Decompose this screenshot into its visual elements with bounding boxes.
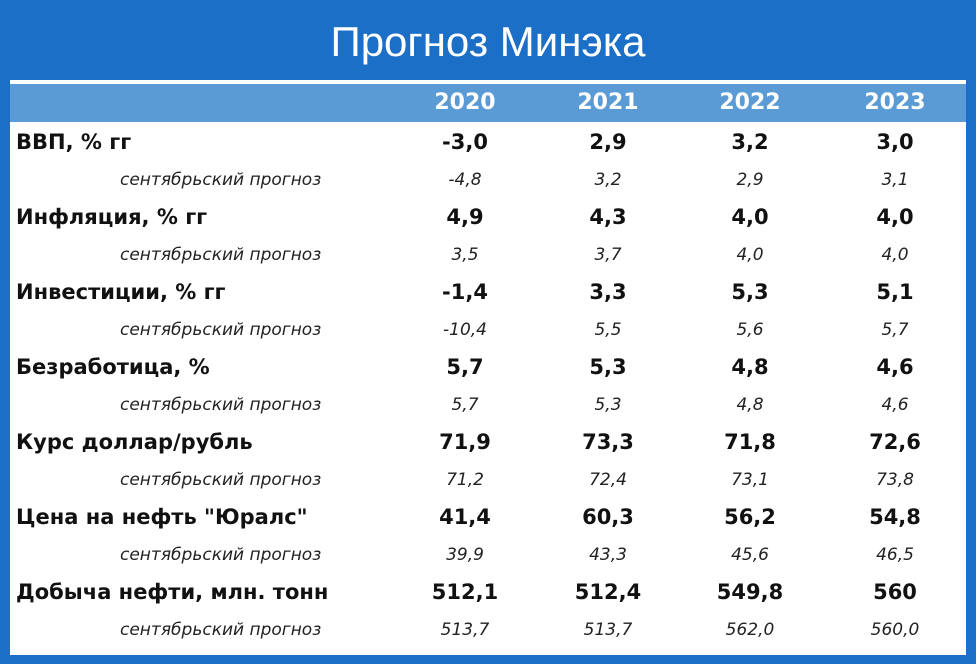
cell-value: 72,6 [869, 430, 921, 454]
sub-row-label: сентябрьский прогноз [120, 469, 322, 490]
cell-value: 5,7 [446, 355, 484, 379]
cell-value: -10,4 [443, 319, 487, 340]
cell-value: 560 [873, 580, 917, 604]
cell-value: 73,1 [731, 469, 769, 490]
cell-value: 4,6 [881, 394, 909, 415]
sub-row-label: сентябрьский прогноз [120, 394, 322, 415]
sub-row-label: сентябрьский прогноз [120, 544, 322, 565]
cell-value: 3,0 [876, 130, 914, 154]
cell-value: 60,3 [582, 505, 634, 529]
cell-value: 549,8 [716, 580, 784, 604]
sub-row-label: сентябрьский прогноз [120, 319, 322, 340]
cell-value: 54,8 [869, 505, 921, 529]
cell-value: 43,3 [589, 544, 627, 565]
column-header: 2023 [864, 90, 926, 115]
cell-value: 3,1 [881, 169, 909, 190]
cell-value: 512,1 [431, 580, 499, 604]
cell-value: 5,5 [594, 319, 622, 340]
cell-value: 5,3 [589, 355, 627, 379]
cell-value: 71,2 [446, 469, 484, 490]
cell-value: 73,3 [582, 430, 634, 454]
column-header: 2020 [434, 90, 496, 115]
cell-value: 5,7 [451, 394, 479, 415]
cell-value: 41,4 [439, 505, 491, 529]
cell-value: 4,0 [881, 244, 909, 265]
column-header: 2021 [577, 90, 639, 115]
cell-value: 513,7 [440, 619, 490, 640]
cell-value: 5,3 [731, 280, 769, 304]
cell-value: 4,3 [589, 205, 627, 229]
cell-value: 3,2 [594, 169, 622, 190]
cell-value: 4,8 [736, 394, 764, 415]
cell-value: 72,4 [589, 469, 627, 490]
cell-value: 5,7 [881, 319, 909, 340]
cell-value: 71,8 [724, 430, 776, 454]
cell-value: -4,8 [448, 169, 482, 190]
cell-value: 5,1 [876, 280, 914, 304]
cell-value: 4,0 [736, 244, 764, 265]
cell-value: 2,9 [736, 169, 764, 190]
sub-row-label: сентябрьский прогноз [120, 619, 322, 640]
sub-row-label: сентябрьский прогноз [120, 244, 322, 265]
cell-value: 4,0 [876, 205, 914, 229]
row-label: Курс доллар/рубль [16, 430, 253, 454]
cell-value: -3,0 [442, 130, 488, 154]
cell-value: 5,6 [736, 319, 764, 340]
cell-value: 3,5 [451, 244, 479, 265]
cell-value: 71,9 [439, 430, 491, 454]
cell-value: 3,7 [594, 244, 622, 265]
cell-value: 2,9 [589, 130, 627, 154]
cell-value: 3,2 [731, 130, 769, 154]
cell-value: 5,3 [594, 394, 622, 415]
cell-value: 45,6 [731, 544, 769, 565]
cell-value: 46,5 [876, 544, 914, 565]
row-label: Инвестиции, % гг [16, 280, 226, 304]
cell-value: 4,0 [731, 205, 769, 229]
cell-value: 513,7 [583, 619, 633, 640]
cell-value: 56,2 [724, 505, 776, 529]
cell-value: 39,9 [446, 544, 484, 565]
cell-value: -1,4 [442, 280, 488, 304]
cell-value: 4,9 [446, 205, 484, 229]
cell-value: 3,3 [589, 280, 627, 304]
row-label: Инфляция, % гг [16, 205, 208, 229]
cell-value: 562,0 [725, 619, 775, 640]
row-label: ВВП, % гг [16, 130, 132, 154]
row-label: Цена на нефть "Юралс" [16, 505, 308, 529]
title: Прогноз Минэка [330, 18, 646, 65]
cell-value: 4,8 [731, 355, 769, 379]
table: 2020 2021 2022 2023 ВВП, % гг -3,0 2,9 3,2 3,0 с… [10, 80, 966, 655]
column-header: 2022 [719, 90, 781, 115]
sub-row-label: сентябрьский прогноз [120, 169, 322, 190]
row-label: Безработица, % [16, 355, 210, 379]
cell-value: 73,8 [876, 469, 914, 490]
header-row: 2020 2021 2022 2023 [10, 84, 966, 122]
row-label: Добыча нефти, млн. тонн [16, 580, 329, 604]
cell-value: 4,6 [876, 355, 914, 379]
cell-value: 512,4 [574, 580, 642, 604]
cell-value: 560,0 [870, 619, 920, 640]
